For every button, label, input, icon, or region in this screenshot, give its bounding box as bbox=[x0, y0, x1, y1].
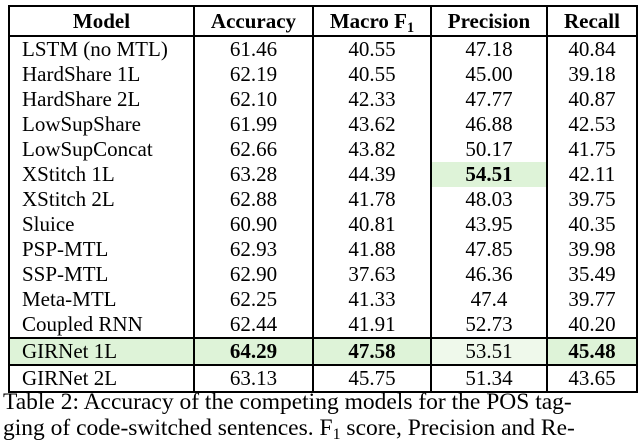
caption-f1-sub: 1 bbox=[332, 426, 341, 440]
macro-f1-cell: 40.55 bbox=[312, 36, 431, 62]
recall-cell: 35.49 bbox=[546, 262, 637, 287]
macro-f1-cell-best: 47.58 bbox=[312, 337, 431, 366]
header-macro-f1-base: Macro F bbox=[329, 8, 408, 33]
accuracy-cell: 61.46 bbox=[193, 36, 313, 62]
recall-cell: 40.87 bbox=[546, 87, 637, 112]
macro-f1-cell: 37.63 bbox=[312, 262, 431, 287]
model-cell: Sluice bbox=[22, 212, 75, 236]
precision-cell: 46.36 bbox=[430, 262, 547, 287]
accuracy-cell: 62.88 bbox=[193, 187, 313, 212]
accuracy-cell: 62.66 bbox=[193, 137, 313, 162]
precision-cell: 47.77 bbox=[430, 87, 547, 112]
table-caption: Table 2: Accuracy of the competing model… bbox=[3, 389, 640, 440]
precision-cell: 47.4 bbox=[430, 287, 547, 312]
accuracy-cell: 62.19 bbox=[193, 62, 313, 87]
accuracy-cell: 61.99 bbox=[193, 112, 313, 137]
precision-cell: 47.85 bbox=[430, 237, 547, 262]
precision-cell: 46.88 bbox=[430, 112, 547, 137]
recall-cell: 40.20 bbox=[546, 312, 637, 338]
accuracy-cell-best: 64.29 bbox=[193, 337, 313, 366]
recall-cell: 39.18 bbox=[546, 62, 637, 87]
precision-cell: 48.03 bbox=[430, 187, 547, 212]
model-cell: GIRNet 1L bbox=[9, 337, 194, 366]
macro-f1-cell: 41.91 bbox=[312, 312, 431, 338]
precision-cell: 53.51 bbox=[430, 337, 547, 366]
recall-cell: 39.98 bbox=[546, 237, 637, 262]
model-cell: Coupled RNN bbox=[22, 312, 143, 336]
macro-f1-cell: 43.82 bbox=[312, 137, 431, 162]
accuracy-cell: 63.13 bbox=[193, 365, 313, 392]
macro-f1-cell: 40.81 bbox=[312, 212, 431, 237]
precision-cell: 43.95 bbox=[430, 212, 547, 237]
model-cell: GIRNet 2L bbox=[22, 366, 118, 390]
table-row: Coupled RNN 62.44 41.91 52.73 40.20 bbox=[9, 312, 637, 338]
header-row: Model Accuracy Macro F1 Precision Recall bbox=[9, 6, 637, 37]
macro-f1-cell: 45.75 bbox=[312, 365, 431, 392]
header-macro-f1: Macro F1 bbox=[312, 6, 431, 37]
table-row: LowSupShare 61.99 43.62 46.88 42.53 bbox=[9, 112, 637, 137]
recall-cell: 41.75 bbox=[546, 137, 637, 162]
recall-cell: 42.11 bbox=[546, 162, 637, 187]
model-cell: SSP-MTL bbox=[22, 262, 109, 286]
recall-cell: 43.65 bbox=[546, 365, 637, 392]
header-model: Model bbox=[9, 6, 194, 37]
table-row: HardShare 2L 62.10 42.33 47.77 40.87 bbox=[9, 87, 637, 112]
macro-f1-cell: 41.33 bbox=[312, 287, 431, 312]
table-row-xstitch-1l: XStitch 1L 63.28 44.39 54.51 42.11 bbox=[9, 162, 637, 187]
precision-cell: 51.34 bbox=[430, 365, 547, 392]
header-precision: Precision bbox=[430, 6, 547, 37]
table-row: PSP-MTL 62.93 41.88 47.85 39.98 bbox=[9, 237, 637, 262]
accuracy-cell: 62.10 bbox=[193, 87, 313, 112]
precision-cell: 52.73 bbox=[430, 312, 547, 338]
macro-f1-cell: 40.55 bbox=[312, 62, 431, 87]
macro-f1-cell: 41.78 bbox=[312, 187, 431, 212]
caption-line-2: ging of code-switched sentences. F1 scor… bbox=[3, 415, 575, 440]
precision-cell: 50.17 bbox=[430, 137, 547, 162]
precision-cell: 47.18 bbox=[430, 36, 547, 62]
accuracy-cell: 60.90 bbox=[193, 212, 313, 237]
accuracy-cell: 63.28 bbox=[193, 162, 313, 187]
header-accuracy: Accuracy bbox=[193, 6, 313, 37]
recall-cell: 40.84 bbox=[546, 36, 637, 62]
accuracy-cell: 62.25 bbox=[193, 287, 313, 312]
table-row: LSTM (no MTL) 61.46 40.55 47.18 40.84 bbox=[9, 36, 637, 62]
recall-cell: 42.53 bbox=[546, 112, 637, 137]
table-row: XStitch 2L 62.88 41.78 48.03 39.75 bbox=[9, 187, 637, 212]
table-row: LowSupConcat 62.66 43.82 50.17 41.75 bbox=[9, 137, 637, 162]
model-cell: XStitch 1L bbox=[22, 162, 115, 186]
accuracy-cell: 62.93 bbox=[193, 237, 313, 262]
model-cell: LowSupConcat bbox=[22, 137, 153, 161]
accuracy-cell: 62.44 bbox=[193, 312, 313, 338]
table-row: Meta-MTL 62.25 41.33 47.4 39.77 bbox=[9, 287, 637, 312]
header-macro-f1-sub: 1 bbox=[407, 19, 415, 36]
recall-cell-best: 45.48 bbox=[546, 337, 637, 366]
macro-f1-cell: 41.88 bbox=[312, 237, 431, 262]
table-row: SSP-MTL 62.90 37.63 46.36 35.49 bbox=[9, 262, 637, 287]
results-table: Model Accuracy Macro F1 Precision Recall… bbox=[8, 5, 638, 393]
table-row-girnet-1l-best: GIRNet 1L 64.29 47.58 53.51 45.48 bbox=[9, 337, 637, 366]
model-cell: HardShare 2L bbox=[22, 87, 141, 111]
table-row: GIRNet 2L 63.13 45.75 51.34 43.65 bbox=[9, 365, 637, 392]
precision-cell: 45.00 bbox=[430, 62, 547, 87]
model-cell: HardShare 1L bbox=[22, 62, 141, 86]
model-cell: LSTM (no MTL) bbox=[22, 37, 168, 61]
table-row: Sluice 60.90 40.81 43.95 40.35 bbox=[9, 212, 637, 237]
macro-f1-cell: 42.33 bbox=[312, 87, 431, 112]
model-cell: XStitch 2L bbox=[22, 187, 115, 211]
table-row: HardShare 1L 62.19 40.55 45.00 39.18 bbox=[9, 62, 637, 87]
recall-cell: 39.75 bbox=[546, 187, 637, 212]
model-cell: Meta-MTL bbox=[22, 287, 117, 311]
recall-cell: 39.77 bbox=[546, 287, 637, 312]
accuracy-cell: 62.90 bbox=[193, 262, 313, 287]
macro-f1-cell: 44.39 bbox=[312, 162, 431, 187]
precision-cell-best: 54.51 bbox=[430, 162, 547, 187]
caption-line-1: Table 2: Accuracy of the competing model… bbox=[3, 389, 572, 415]
header-recall: Recall bbox=[546, 6, 637, 37]
macro-f1-cell: 43.62 bbox=[312, 112, 431, 137]
model-cell: PSP-MTL bbox=[22, 237, 109, 261]
model-cell: LowSupShare bbox=[22, 112, 141, 136]
recall-cell: 40.35 bbox=[546, 212, 637, 237]
